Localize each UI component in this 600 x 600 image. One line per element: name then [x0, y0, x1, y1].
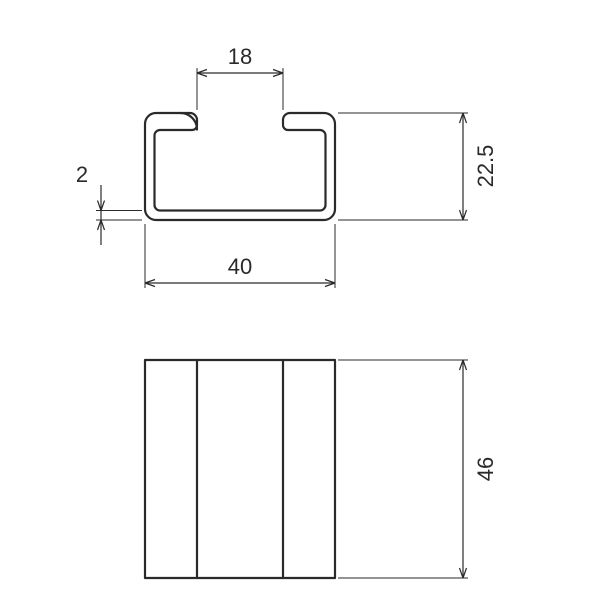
dim-thickness-2: 2 [76, 162, 142, 245]
front-rect [145, 360, 335, 578]
dim-slot-label: 18 [228, 44, 252, 69]
dim-front-height-label: 46 [473, 457, 498, 481]
dim-front-height-46: 46 [338, 360, 498, 578]
dim-width-40: 40 [145, 224, 335, 288]
profile-inner-path [155, 120, 326, 211]
profile-view: 18 2 22.5 40 [76, 44, 498, 288]
dim-thickness-label: 2 [76, 162, 88, 187]
dim-height-label: 22.5 [473, 145, 498, 188]
dim-width-label: 40 [228, 254, 252, 279]
technical-drawing: 18 2 22.5 40 [0, 0, 600, 600]
front-view: 46 [145, 360, 498, 578]
dim-slot-18: 18 [197, 44, 283, 110]
dim-height-22-5: 22.5 [338, 113, 498, 220]
